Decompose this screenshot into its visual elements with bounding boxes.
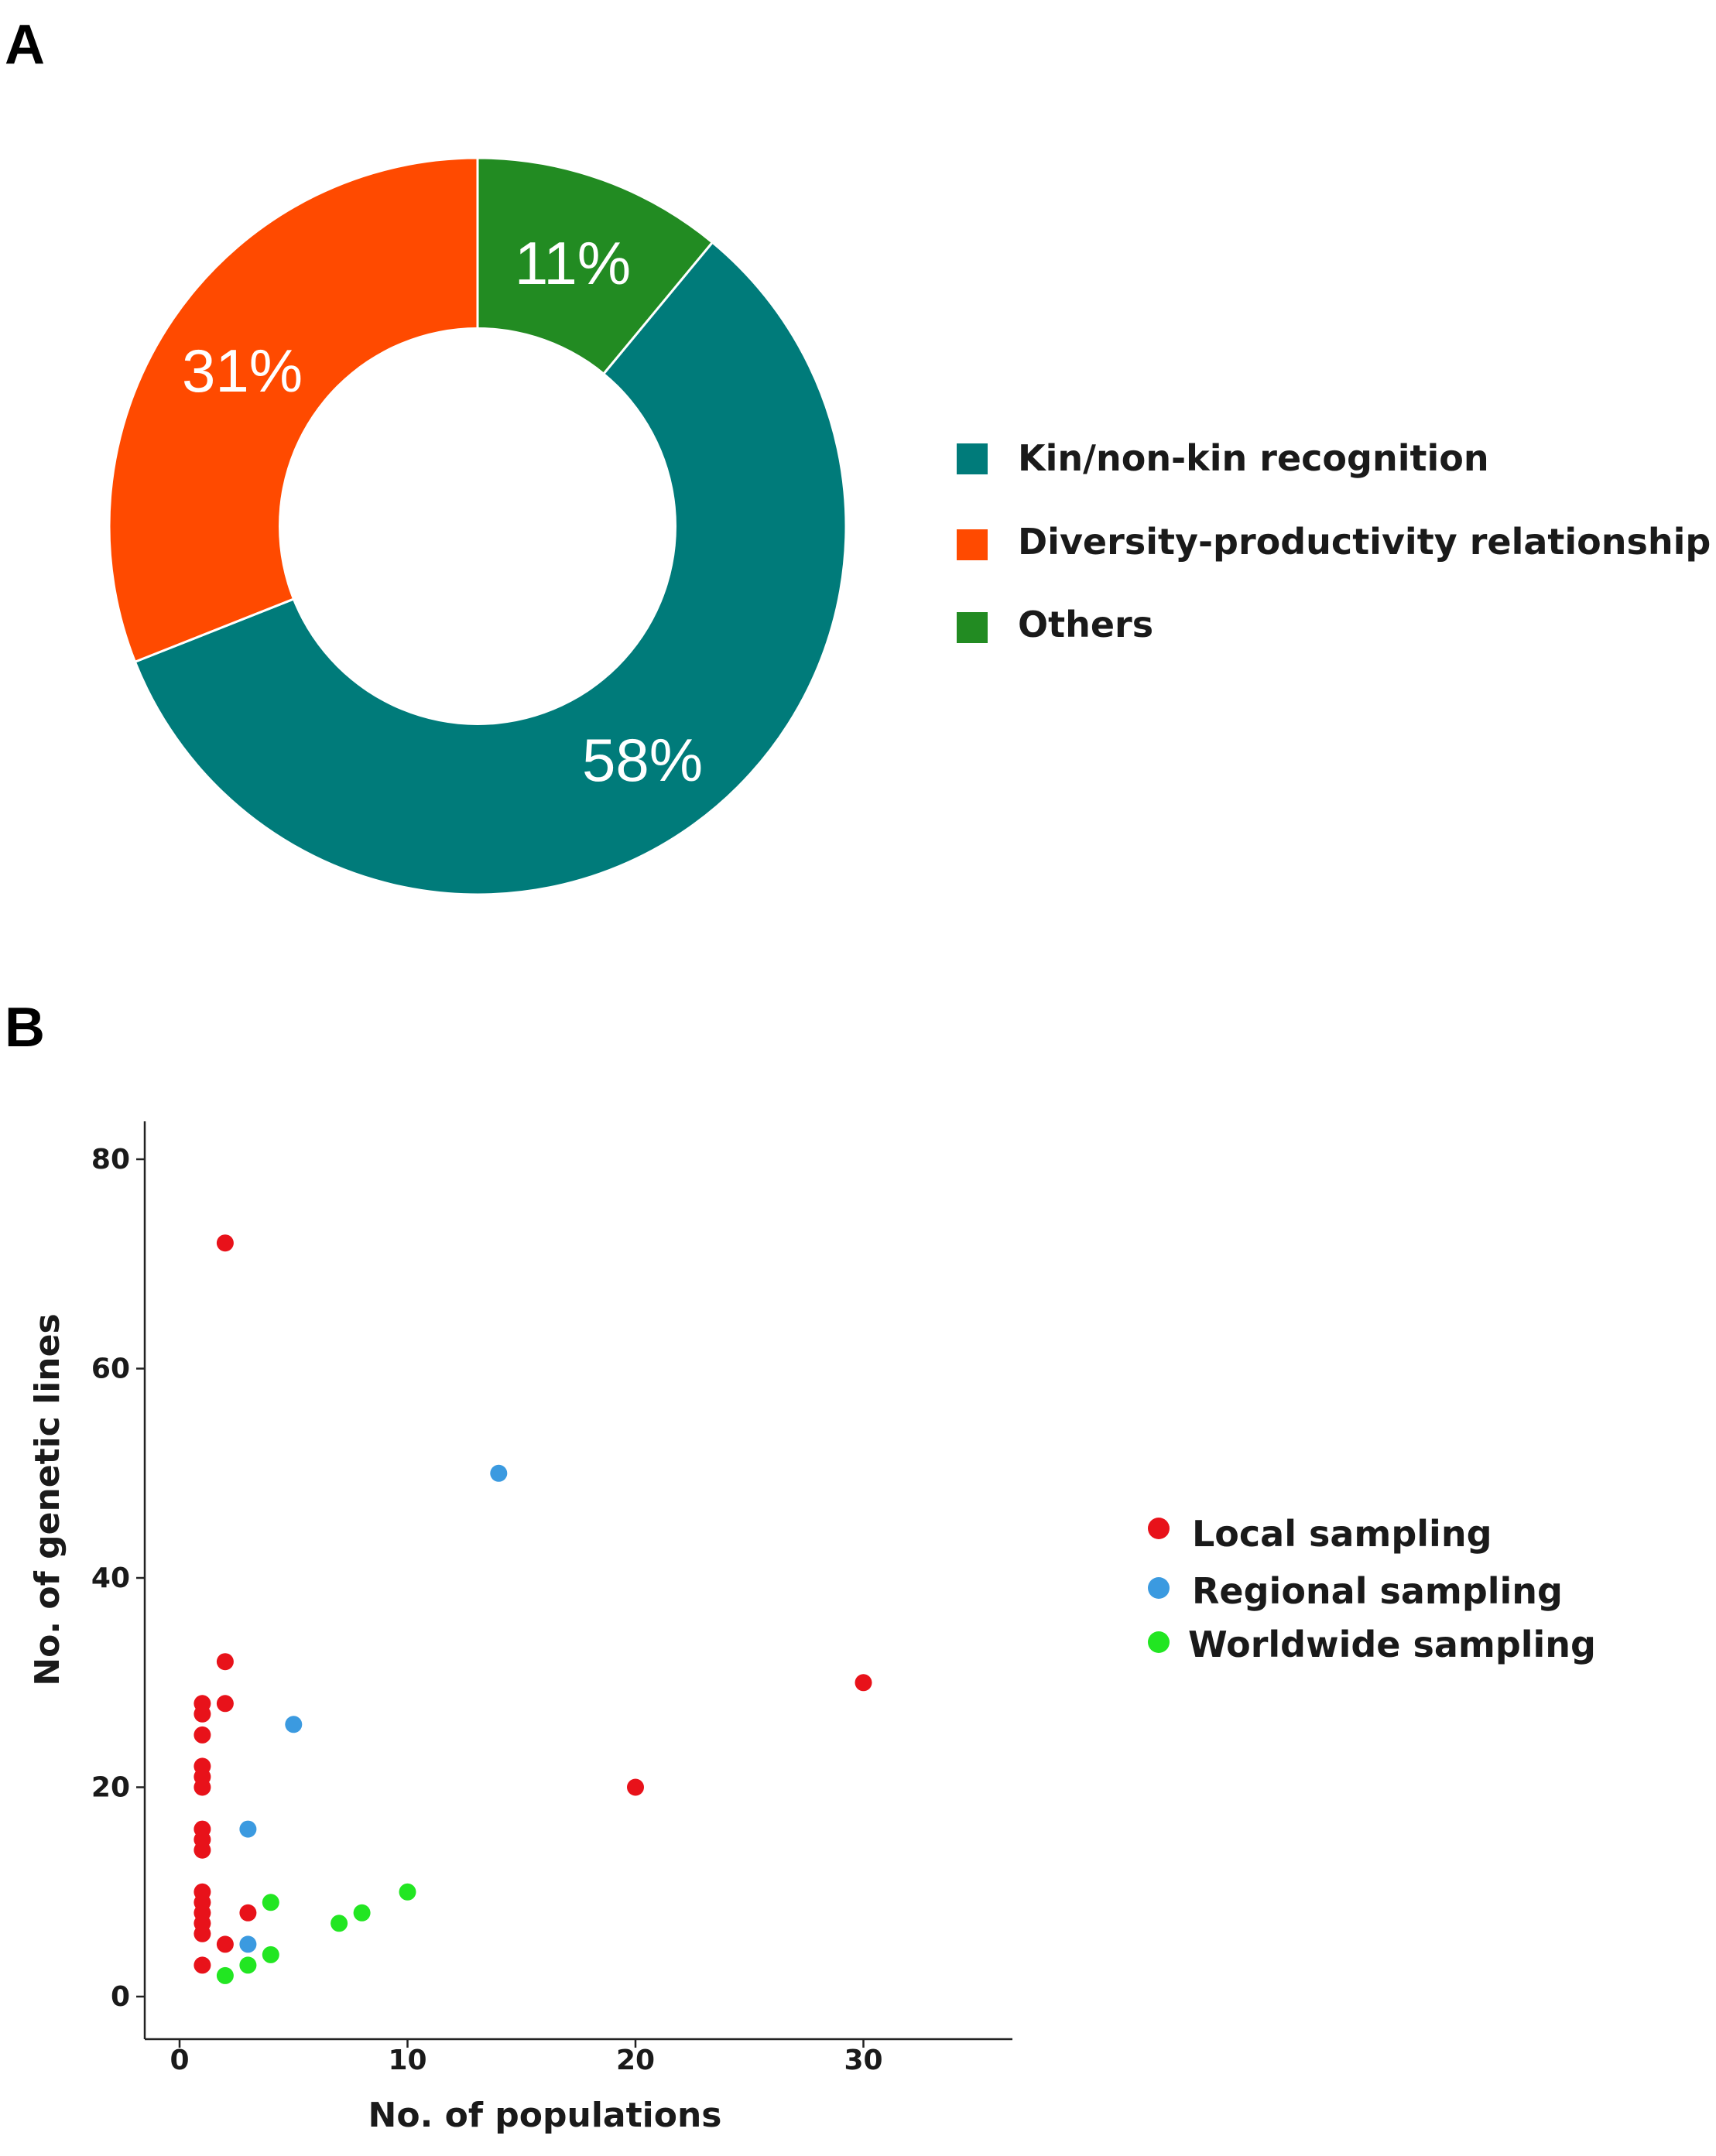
point-local-sampling: [855, 1674, 872, 1692]
legend-label-kin: Kin/non-kin recognition: [1018, 437, 1489, 479]
donut-hole: [279, 327, 676, 725]
point-worldwide-sampling: [262, 1946, 279, 1963]
slice-label-kin: 58%: [582, 726, 703, 794]
point-local-sampling: [194, 1956, 211, 1974]
x-tick-label: 0: [170, 2045, 189, 2076]
donut-legend: Kin/non-kin recognition Diversity-produc…: [957, 437, 1711, 645]
x-tick-label: 30: [844, 2045, 882, 2076]
legend-swatch-diversity: [957, 529, 988, 560]
point-worldwide-sampling: [399, 1883, 416, 1901]
point-worldwide-sampling: [353, 1904, 371, 1922]
slice-label-others: 11%: [515, 229, 631, 297]
point-worldwide-sampling: [331, 1915, 348, 1932]
legend-label-diversity: Diversity-productivity relationship: [1018, 521, 1711, 563]
x-ticks: 0 10 20 30: [170, 2039, 883, 2076]
donut-chart: 58% 31% 11%: [108, 156, 848, 896]
x-axis-title: No. of populations: [368, 2096, 722, 2135]
legend-label-others: Others: [1018, 604, 1153, 645]
legend-item-kin: Kin/non-kin recognition: [957, 437, 1489, 479]
y-tick-label: 80: [91, 1144, 130, 1176]
legend-item-others: Others: [957, 604, 1153, 645]
x-tick-label: 20: [616, 2045, 655, 2076]
y-axis-title: No. of genetic lines: [28, 1313, 67, 1685]
legend-label-local: Local sampling: [1192, 1513, 1492, 1555]
point-worldwide-sampling: [262, 1894, 279, 1911]
scatter-legend: Local sampling Regional sampling Worldwi…: [1148, 1513, 1596, 1665]
panel-letter-a: A: [5, 14, 45, 76]
legend-dot-worldwide: [1148, 1631, 1170, 1653]
y-tick-label: 0: [111, 1981, 130, 2013]
panel-letter-b: B: [5, 997, 45, 1059]
point-local-sampling: [194, 1726, 211, 1744]
point-regional-sampling: [490, 1464, 508, 1482]
legend-dot-regional: [1148, 1577, 1170, 1599]
slice-label-diversity: 31%: [182, 337, 303, 405]
legend-item-worldwide: Worldwide sampling: [1148, 1624, 1596, 1665]
legend-label-regional: Regional sampling: [1192, 1570, 1563, 1612]
legend-dot-local: [1148, 1518, 1170, 1539]
donut-labels: 58% 31% 11%: [182, 229, 703, 794]
point-local-sampling: [627, 1778, 644, 1796]
legend-swatch-others: [957, 612, 988, 643]
scatter-chart: 0 20 40 60 80 0 10 20 30 No. of populations No.…: [28, 1121, 1012, 2135]
point-local-sampling: [216, 1935, 234, 1953]
point-local-sampling: [216, 1653, 234, 1671]
point-regional-sampling: [239, 1935, 257, 1953]
point-local-sampling: [216, 1695, 234, 1713]
y-tick-label: 60: [91, 1353, 130, 1385]
y-ticks: 0 20 40 60 80: [91, 1144, 145, 2013]
legend-item-regional: Regional sampling: [1148, 1570, 1563, 1612]
legend-swatch-kin: [957, 443, 988, 474]
legend-item-local: Local sampling: [1148, 1513, 1492, 1555]
x-tick-label: 10: [388, 2045, 426, 2076]
scatter-points: [194, 1234, 872, 1984]
point-local-sampling: [194, 1820, 211, 1838]
point-local-sampling: [194, 1883, 211, 1901]
point-worldwide-sampling: [239, 1956, 257, 1974]
point-regional-sampling: [285, 1716, 303, 1733]
point-local-sampling: [216, 1234, 234, 1252]
legend-label-worldwide: Worldwide sampling: [1188, 1624, 1596, 1665]
y-tick-label: 40: [91, 1562, 130, 1594]
legend-item-diversity: Diversity-productivity relationship: [957, 521, 1711, 563]
point-local-sampling: [194, 1695, 211, 1713]
y-tick-label: 20: [91, 1772, 130, 1804]
point-local-sampling: [194, 1757, 211, 1775]
point-regional-sampling: [239, 1820, 257, 1838]
point-local-sampling: [239, 1904, 257, 1922]
point-worldwide-sampling: [216, 1966, 234, 1984]
